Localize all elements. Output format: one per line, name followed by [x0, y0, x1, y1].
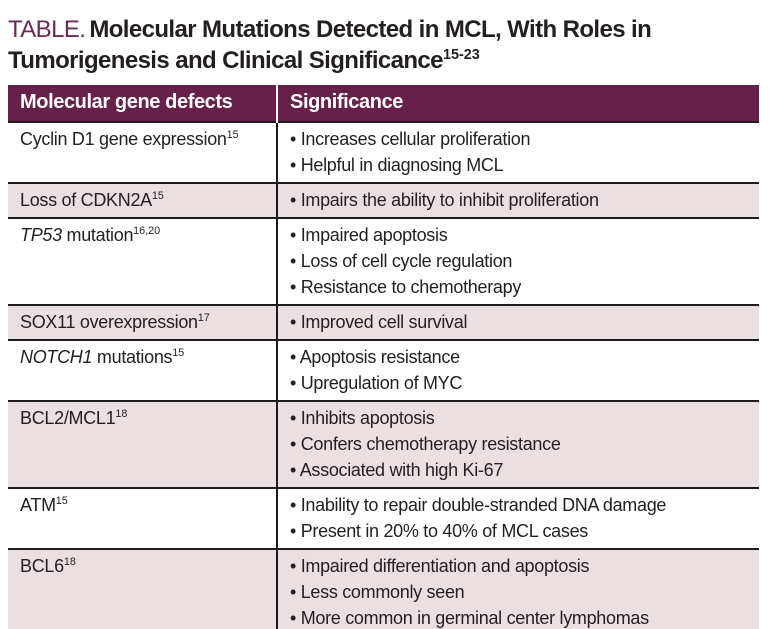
significance-cell: Impaired differentiation and apoptosis L… [277, 549, 759, 629]
bullet-item: Upregulation of MYC [290, 370, 751, 396]
reference-superscript: 15 [172, 347, 185, 359]
gene-name-italic: NOTCH1 [20, 347, 93, 367]
reference-superscript: 16,20 [133, 225, 161, 237]
table-row: TP53 mutation16,20 Impaired apoptosis Lo… [8, 218, 759, 305]
bullet-item: Resistance to chemotherapy [290, 274, 751, 300]
title-reference-superscript: 15-23 [442, 47, 480, 63]
bullet-item: Inhibits apoptosis [290, 405, 751, 431]
gene-name: BCL6 [20, 556, 64, 576]
gene-cell: SOX11 overexpression17 [8, 305, 278, 340]
bullet-list: Impaired apoptosis Loss of cell cycle re… [290, 222, 751, 300]
gene-cell: ATM15 [8, 488, 278, 549]
reference-superscript: 15 [55, 495, 68, 507]
header-row: Molecular gene defects Significance [8, 85, 759, 122]
table-body: Cyclin D1 gene expression15 Increases ce… [8, 122, 759, 629]
gene-name: mutation [61, 225, 134, 245]
title-line2: Tumorigenesis and Clinical Significance [8, 47, 444, 74]
bullet-item: Helpful in diagnosing MCL [290, 152, 751, 178]
gene-name: ATM [20, 495, 56, 515]
bullet-list: Inhibits apoptosis Confers chemotherapy … [290, 405, 751, 483]
gene-name-italic: TP53 [20, 225, 62, 245]
significance-cell: Impairs the ability to inhibit prolifera… [277, 183, 759, 218]
table-row: Cyclin D1 gene expression15 Increases ce… [8, 122, 759, 183]
reference-superscript: 18 [63, 556, 76, 568]
gene-cell: TP53 mutation16,20 [8, 218, 278, 305]
gene-name: mutations [92, 347, 173, 367]
bullet-item: Associated with high Ki-67 [290, 457, 751, 483]
bullet-item: Loss of cell cycle regulation [290, 248, 751, 274]
page-title: TABLE. Molecular Mutations Detected in MC… [8, 14, 759, 76]
table-row: ATM15 Inability to repair double-strande… [8, 488, 759, 549]
table-row: NOTCH1 mutations15 Apoptosis resistance … [8, 340, 759, 401]
significance-cell: Apoptosis resistance Upregulation of MYC [277, 340, 759, 401]
gene-name: SOX11 overexpression [20, 312, 198, 332]
significance-cell: Inhibits apoptosis Confers chemotherapy … [277, 401, 759, 488]
bullet-item: Confers chemotherapy resistance [290, 431, 751, 457]
table-label: TABLE. [8, 16, 86, 43]
table-row: BCL2/MCL118 Inhibits apoptosis Confers c… [8, 401, 759, 488]
bullet-list: Inability to repair double-stranded DNA … [290, 492, 751, 544]
significance-cell: Increases cellular proliferation Helpful… [277, 122, 759, 183]
significance-cell: Inability to repair double-stranded DNA … [277, 488, 759, 549]
significance-cell: Improved cell survival [277, 305, 759, 340]
bullet-item: Less commonly seen [290, 579, 751, 605]
bullet-item: Inability to repair double-stranded DNA … [290, 492, 751, 518]
table-row: SOX11 overexpression17 Improved cell sur… [8, 305, 759, 340]
title-line1: Molecular Mutations Detected in MCL, Wit… [89, 16, 652, 43]
bullet-item: Apoptosis resistance [290, 344, 751, 370]
bullet-list: Apoptosis resistance Upregulation of MYC [290, 344, 751, 396]
bullet-list: Impaired differentiation and apoptosis L… [290, 553, 751, 629]
reference-superscript: 15 [226, 129, 239, 141]
bullet-item: Impaired apoptosis [290, 222, 751, 248]
gene-cell: BCL618 [8, 549, 278, 629]
reference-superscript: 15 [151, 190, 164, 202]
reference-superscript: 17 [197, 312, 210, 324]
bullet-item: Impaired differentiation and apoptosis [290, 553, 751, 579]
bullet-item: Increases cellular proliferation [290, 126, 751, 152]
mutations-table: Molecular gene defects Significance Cycl… [8, 85, 759, 629]
header-cell-significance: Significance [277, 85, 759, 122]
header-cell-gene-defects: Molecular gene defects [8, 85, 278, 122]
gene-name: Cyclin D1 gene expression [20, 129, 227, 149]
bullet-item: Improved cell survival [290, 309, 751, 335]
bullet-list: Improved cell survival [290, 309, 751, 335]
bullet-list: Impairs the ability to inhibit prolifera… [290, 187, 751, 213]
gene-name: BCL2/MCL1 [20, 408, 116, 428]
gene-cell: Cyclin D1 gene expression15 [8, 122, 278, 183]
bullet-item: Impairs the ability to inhibit prolifera… [290, 187, 751, 213]
reference-superscript: 18 [115, 408, 128, 420]
table-header: Molecular gene defects Significance [8, 85, 759, 122]
significance-cell: Impaired apoptosis Loss of cell cycle re… [277, 218, 759, 305]
gene-cell: BCL2/MCL118 [8, 401, 278, 488]
gene-cell: NOTCH1 mutations15 [8, 340, 278, 401]
bullet-item: Present in 20% to 40% of MCL cases [290, 518, 751, 544]
table-row: BCL618 Impaired differentiation and apop… [8, 549, 759, 629]
bullet-item: More common in germinal center lymphomas [290, 605, 751, 629]
table-row: Loss of CDKN2A15 Impairs the ability to … [8, 183, 759, 218]
gene-name: Loss of CDKN2A [20, 190, 152, 210]
bullet-list: Increases cellular proliferation Helpful… [290, 126, 751, 178]
gene-cell: Loss of CDKN2A15 [8, 183, 278, 218]
